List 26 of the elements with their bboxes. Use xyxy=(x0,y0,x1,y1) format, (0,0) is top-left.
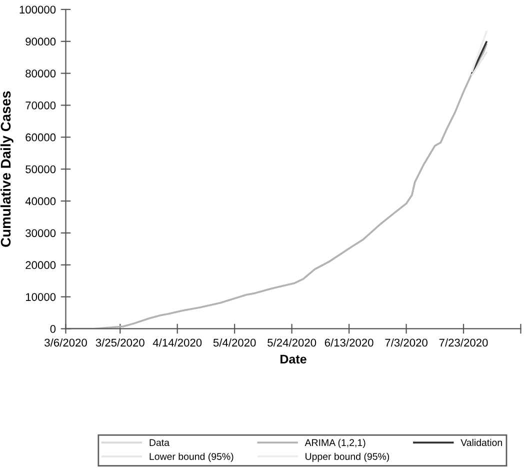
legend-label: ARIMA (1,2,1) xyxy=(304,438,366,448)
x-tick-label: 7/3/2020 xyxy=(385,338,428,347)
y-tick-label: 60000 xyxy=(26,133,56,142)
y-tick-label: 70000 xyxy=(26,102,56,110)
legend-label: Validation xyxy=(460,438,502,446)
y-tick-label: 90000 xyxy=(26,38,56,46)
y-tick-label: 10000 xyxy=(26,293,56,301)
x-tick-label: 5/24/2020 xyxy=(268,338,316,347)
y-tick-label: 80000 xyxy=(26,70,56,78)
y-tick-label: 20000 xyxy=(26,261,56,270)
legend-label: Lower bound (95%) xyxy=(150,452,234,462)
x-tick-label: 4/14/2020 xyxy=(152,338,202,347)
legend-label: Data xyxy=(150,439,170,446)
x-tick-label: 3/6/2020 xyxy=(44,338,87,347)
y-tick-label: 30000 xyxy=(26,229,56,238)
y-axis-title: Cumulative Daily Cases xyxy=(0,91,14,247)
x-tick-label: 6/13/2020 xyxy=(324,338,374,347)
x-tick-label: 5/4/2020 xyxy=(213,338,256,347)
x-tick-label: 3/25/2020 xyxy=(96,338,144,347)
legend-label: Upper bound (95%) xyxy=(306,452,390,462)
y-tick-label: 0 xyxy=(50,325,56,333)
x-axis-title: Date xyxy=(280,354,306,364)
y-tick-label: 100000 xyxy=(20,6,56,14)
y-tick-label: 40000 xyxy=(25,197,56,206)
y-tick-label: 50000 xyxy=(26,165,56,174)
x-tick-label: 7/23/2020 xyxy=(439,338,488,347)
